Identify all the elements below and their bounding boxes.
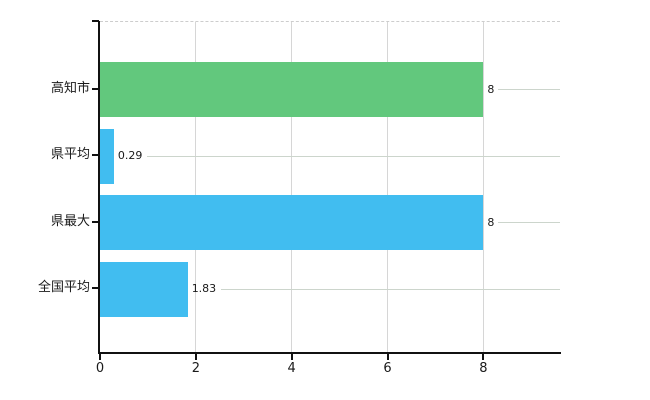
x-tick-label: 2 bbox=[191, 361, 200, 376]
x-tick-label: 4 bbox=[287, 361, 296, 376]
chart-bar bbox=[100, 261, 188, 317]
gridline-horizontal bbox=[220, 288, 560, 290]
x-tick-label: 8 bbox=[479, 361, 488, 376]
y-axis-tick bbox=[92, 154, 99, 156]
x-tick-label: 6 bbox=[383, 361, 392, 376]
category-label: 高知市 bbox=[50, 80, 90, 96]
category-label: 県平均 bbox=[50, 147, 90, 162]
x-axis-tick bbox=[99, 354, 101, 360]
chart-bar bbox=[100, 128, 114, 184]
y-axis-top-tick bbox=[92, 20, 99, 22]
x-axis-tick bbox=[194, 354, 197, 360]
chart-bar bbox=[100, 62, 484, 117]
x-tick-label: 0 bbox=[95, 361, 105, 376]
category-label: 全国平均 bbox=[37, 280, 90, 295]
gridline-horizontal bbox=[498, 222, 560, 223]
x-axis-tick bbox=[386, 354, 389, 360]
y-axis-tick bbox=[92, 220, 99, 223]
x-axis-tick bbox=[482, 354, 485, 360]
chart-bar bbox=[100, 195, 484, 250]
gridline-vertical bbox=[482, 22, 484, 353]
value-label: 8 bbox=[487, 82, 495, 96]
plot-area: 8 0.29 8 1.83 bbox=[100, 21, 560, 353]
y-axis-tick bbox=[92, 87, 99, 90]
gridline-vertical bbox=[195, 22, 197, 353]
value-label: 0.29 bbox=[117, 149, 143, 162]
x-axis-tick bbox=[290, 354, 293, 360]
y-axis-line bbox=[98, 21, 100, 353]
x-axis-line bbox=[98, 352, 561, 354]
y-axis-tick bbox=[92, 287, 99, 289]
gridline-horizontal bbox=[146, 155, 560, 157]
gridline-horizontal bbox=[498, 89, 560, 90]
gridline-vertical bbox=[291, 22, 293, 353]
gridline-vertical bbox=[387, 22, 388, 353]
value-label: 1.83 bbox=[191, 282, 217, 295]
value-label: 8 bbox=[487, 215, 495, 229]
category-label: 県最大 bbox=[50, 213, 90, 229]
